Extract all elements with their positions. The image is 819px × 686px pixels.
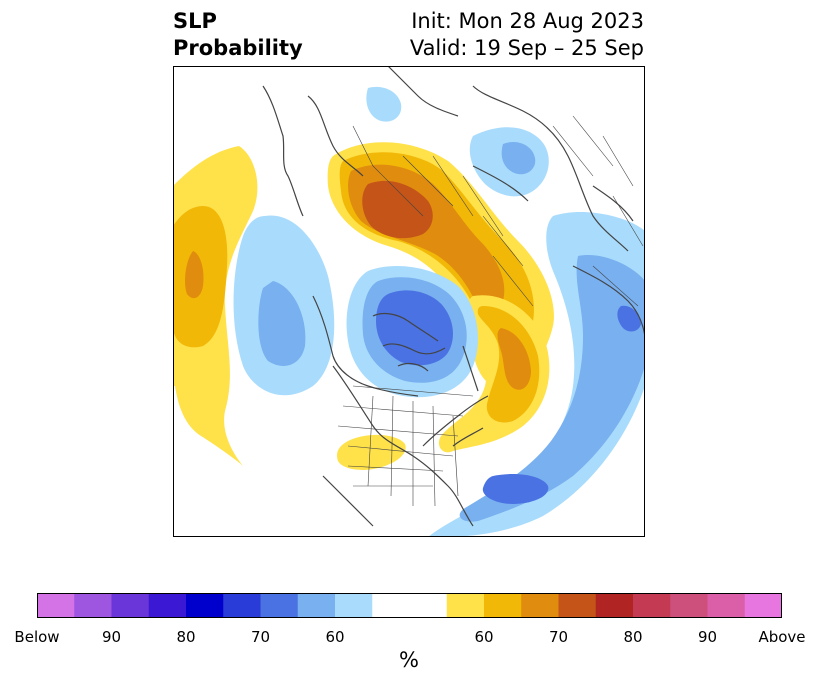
colorbar-swatch — [297, 593, 336, 618]
colorbar-swatch — [707, 593, 746, 618]
colorbar-swatch — [372, 593, 410, 618]
political-borders — [337, 115, 644, 507]
map-title-right: Init: Mon 28 Aug 2023 Valid: 19 Sep – 25… — [410, 8, 644, 62]
colorbar-swatch — [595, 593, 634, 618]
colorbar-tick-label: Below — [14, 628, 60, 646]
colorbar-swatch — [260, 593, 299, 618]
pacific-orange-region — [185, 251, 204, 299]
colorbar-swatch — [633, 593, 671, 618]
colorbar-tick-label: 70 — [548, 628, 569, 646]
colorbar-swatch — [409, 593, 448, 618]
colorbar-swatch — [111, 593, 150, 618]
colorbar-swatch — [446, 593, 485, 618]
colorbar-swatch — [37, 593, 75, 618]
colorbar-tick-label: 80 — [176, 628, 196, 646]
colorbar-tick-label: 80 — [623, 628, 643, 646]
colorbar-label: % — [399, 648, 419, 672]
colorbar-swatch — [744, 593, 782, 618]
colorbar-tick-label: 90 — [697, 628, 718, 646]
colorbar-swatch — [223, 593, 261, 618]
colorbar-swatch — [558, 593, 597, 618]
arctic-dark-blue-region — [376, 290, 453, 366]
colorbar-border — [37, 593, 782, 618]
asia-light-blue-small — [366, 86, 402, 122]
pacific-mid-blue-region — [258, 281, 306, 366]
colorbar-tick-label: Above — [758, 628, 806, 646]
east-europe-dark-blue-region — [617, 305, 641, 332]
atlantic-dark-blue-region — [482, 474, 549, 504]
map-border — [173, 66, 645, 537]
colorbar-swatch — [670, 593, 708, 618]
atlantic-orange-region — [497, 328, 531, 390]
valid-period: Valid: 19 Sep – 25 Sep — [409, 36, 644, 60]
colorbar-swatch — [186, 593, 224, 618]
colorbar-tick-label: 70 — [250, 628, 271, 646]
colorbar-tick-label: 60 — [325, 628, 345, 646]
map-title-left: SLP Probability — [173, 8, 303, 62]
title-metric: Probability — [173, 36, 303, 60]
colorbar-swatch — [335, 593, 373, 618]
europe-rust-region — [362, 180, 433, 239]
title-variable: SLP — [173, 9, 217, 33]
colorbar — [37, 593, 782, 618]
map-canvas — [173, 66, 645, 537]
north-atlantic-mid-blue-arc — [459, 255, 645, 522]
init-date: Init: Mon 28 Aug 2023 — [411, 9, 644, 33]
colorbar-swatch — [484, 593, 522, 618]
colorbar-tick-label: 90 — [101, 628, 122, 646]
probability-map — [173, 66, 645, 537]
colorbar-tick-label: 60 — [474, 628, 494, 646]
colorbar-swatch — [148, 593, 187, 618]
us-yellow-region — [337, 434, 406, 470]
colorbar-swatch — [521, 593, 559, 618]
colorbar-swatch — [74, 593, 112, 618]
asia-mid-blue-region — [501, 141, 536, 175]
